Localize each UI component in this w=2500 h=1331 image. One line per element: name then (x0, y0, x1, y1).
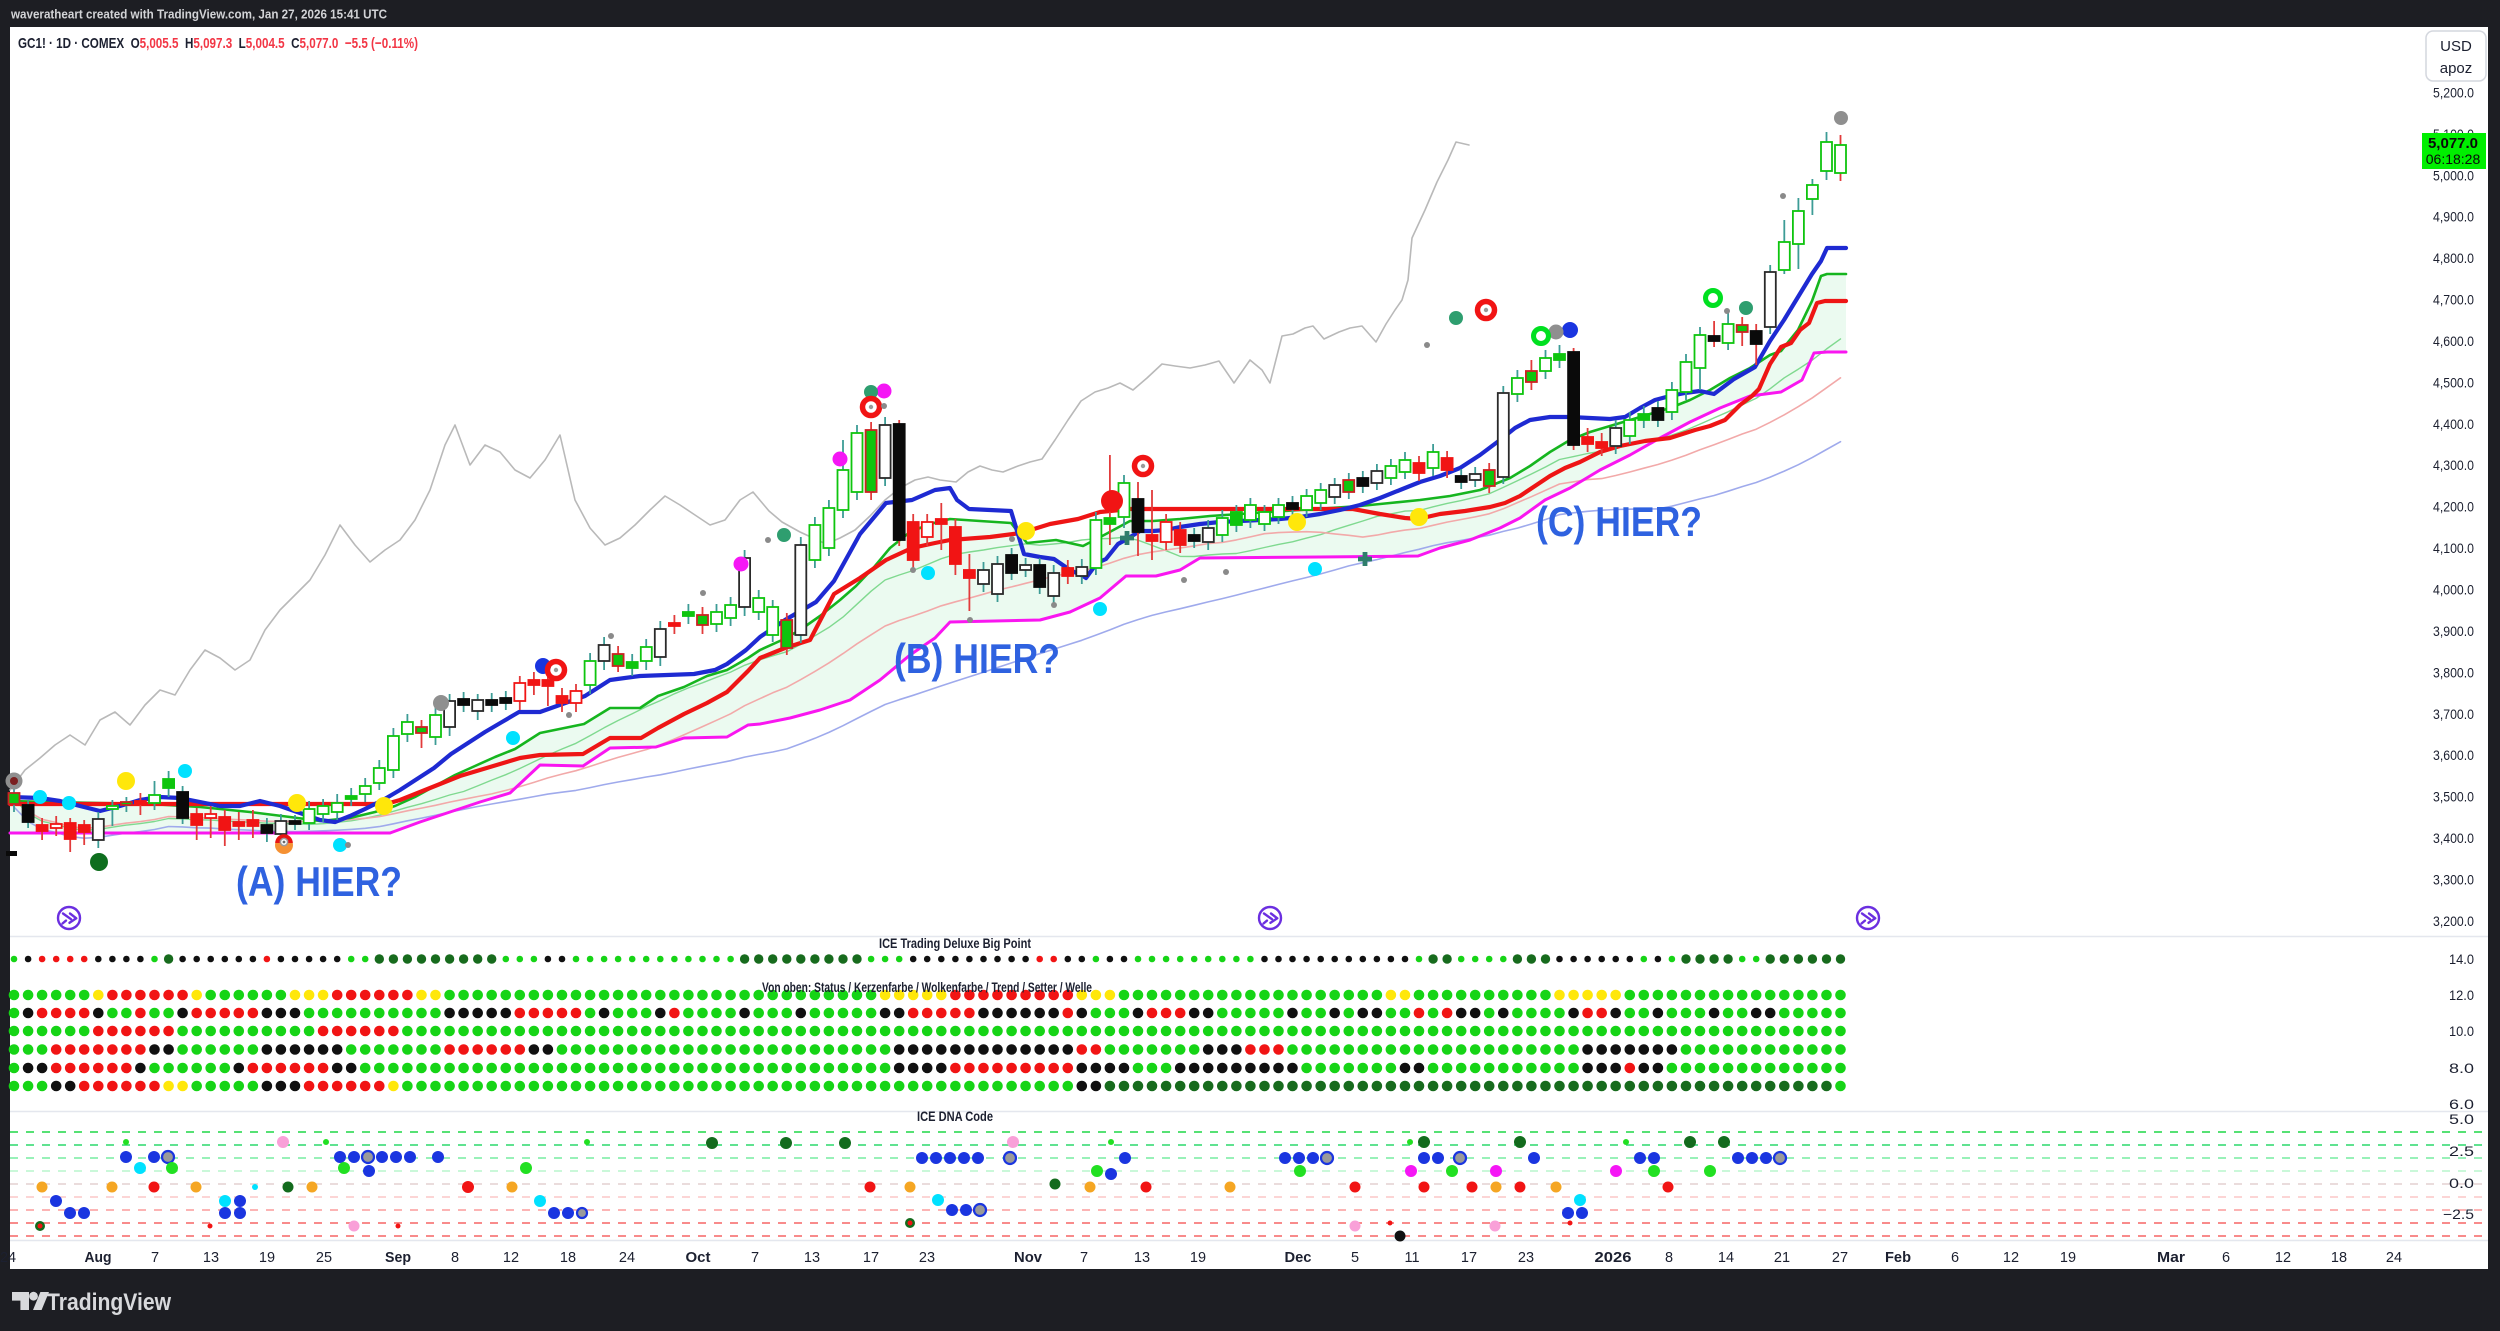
svg-text:ICE Trading Deluxe Big Point: ICE Trading Deluxe Big Point (879, 935, 1031, 951)
svg-text:3,300.0: 3,300.0 (2433, 871, 2474, 887)
svg-text:7: 7 (1080, 1250, 1088, 1266)
svg-text:10.0: 10.0 (2449, 1023, 2474, 1039)
svg-text:4,700.0: 4,700.0 (2433, 292, 2474, 308)
svg-text:4,800.0: 4,800.0 (2433, 250, 2474, 266)
svg-text:23: 23 (1518, 1250, 1534, 1266)
svg-text:3,600.0: 3,600.0 (2433, 747, 2474, 763)
svg-text:3,900.0: 3,900.0 (2433, 623, 2474, 639)
svg-text:3,700.0: 3,700.0 (2433, 706, 2474, 722)
svg-text:(A) HIER?: (A) HIER? (236, 858, 402, 905)
svg-text:12: 12 (2003, 1250, 2019, 1266)
svg-text:11: 11 (1404, 1250, 1419, 1266)
svg-text:17: 17 (1461, 1250, 1477, 1266)
svg-text:TradingView: TradingView (47, 1289, 171, 1316)
svg-text:13: 13 (203, 1250, 219, 1266)
svg-text:5,000.0: 5,000.0 (2433, 167, 2474, 183)
svg-text:13: 13 (804, 1250, 820, 1266)
svg-text:7: 7 (151, 1250, 159, 1266)
svg-text:−2.5: −2.5 (2443, 1206, 2474, 1222)
svg-text:24: 24 (0, 1250, 16, 1266)
svg-text:Oct: Oct (686, 1250, 711, 1266)
svg-text:4,400.0: 4,400.0 (2433, 416, 2474, 432)
svg-text:0.0: 0.0 (2449, 1175, 2474, 1191)
svg-text:Aug: Aug (85, 1250, 112, 1266)
svg-text:USD: USD (2440, 38, 2472, 55)
svg-text:apoz: apoz (2440, 60, 2473, 77)
svg-text:19: 19 (259, 1250, 275, 1266)
svg-text:Von oben: Status / Kerzenfarbe: Von oben: Status / Kerzenfarbe / Wolkenf… (762, 979, 1092, 995)
svg-text:5: 5 (1351, 1250, 1359, 1266)
svg-text:21: 21 (1774, 1250, 1790, 1266)
svg-text:GC1! · 1D · COMEX O5,005.5 H: GC1! · 1D · COMEX O5,005.5 H5,097.3 L5,0… (18, 35, 418, 52)
svg-text:6: 6 (1951, 1250, 1959, 1266)
svg-text:5.0: 5.0 (2449, 1111, 2474, 1127)
svg-text:23: 23 (919, 1250, 935, 1266)
svg-text:4,900.0: 4,900.0 (2433, 209, 2474, 225)
svg-text:18: 18 (560, 1250, 576, 1266)
svg-text:7: 7 (751, 1250, 759, 1266)
svg-text:4,000.0: 4,000.0 (2433, 582, 2474, 598)
svg-text:4,600.0: 4,600.0 (2433, 333, 2474, 349)
svg-text:8.0: 8.0 (2449, 1060, 2474, 1076)
svg-text:4,100.0: 4,100.0 (2433, 540, 2474, 556)
svg-text:19: 19 (1190, 1250, 1206, 1266)
svg-text:14.0: 14.0 (2449, 951, 2474, 967)
svg-text:3,500.0: 3,500.0 (2433, 789, 2474, 805)
svg-text:6.0: 6.0 (2449, 1096, 2474, 1112)
svg-text:18: 18 (2331, 1250, 2347, 1266)
svg-text:4,200.0: 4,200.0 (2433, 499, 2474, 515)
svg-text:14: 14 (1718, 1250, 1734, 1266)
svg-text:4,300.0: 4,300.0 (2433, 457, 2474, 473)
svg-text:13: 13 (1134, 1250, 1150, 1266)
svg-text:27: 27 (1832, 1250, 1848, 1266)
svg-text:2.5: 2.5 (2449, 1143, 2474, 1159)
svg-text:24: 24 (2386, 1250, 2402, 1266)
svg-text:(B) HIER?: (B) HIER? (894, 635, 1060, 682)
svg-text:Sep: Sep (385, 1250, 411, 1266)
svg-text:ICE DNA Code: ICE DNA Code (917, 1108, 993, 1124)
svg-text:17: 17 (863, 1250, 879, 1266)
svg-text:12: 12 (503, 1250, 519, 1266)
svg-text:8: 8 (451, 1250, 459, 1266)
svg-text:Mar: Mar (2157, 1250, 2185, 1266)
svg-text:06:18:28: 06:18:28 (2426, 151, 2481, 167)
svg-text:8: 8 (1665, 1250, 1673, 1266)
svg-text:24: 24 (619, 1250, 635, 1266)
svg-text:4,500.0: 4,500.0 (2433, 374, 2474, 390)
svg-text:3,200.0: 3,200.0 (2433, 913, 2474, 929)
svg-text:25: 25 (316, 1250, 332, 1266)
svg-text:12.0: 12.0 (2449, 987, 2474, 1003)
svg-text:5,077.0: 5,077.0 (2428, 135, 2478, 152)
svg-text:Nov: Nov (1014, 1250, 1042, 1266)
svg-text:6: 6 (2222, 1250, 2230, 1266)
svg-text:5,200.0: 5,200.0 (2433, 84, 2474, 100)
svg-text:waveratheart created with Trad: waveratheart created with TradingView.co… (10, 8, 387, 22)
svg-text:3,400.0: 3,400.0 (2433, 830, 2474, 846)
svg-text:2026: 2026 (1595, 1250, 1632, 1266)
svg-text:19: 19 (2060, 1250, 2076, 1266)
svg-text:Feb: Feb (1885, 1250, 1911, 1266)
svg-text:12: 12 (2275, 1250, 2291, 1266)
svg-text:Dec: Dec (1285, 1250, 1312, 1266)
svg-text:(C) HIER?: (C) HIER? (1536, 498, 1702, 545)
svg-text:3,800.0: 3,800.0 (2433, 664, 2474, 680)
